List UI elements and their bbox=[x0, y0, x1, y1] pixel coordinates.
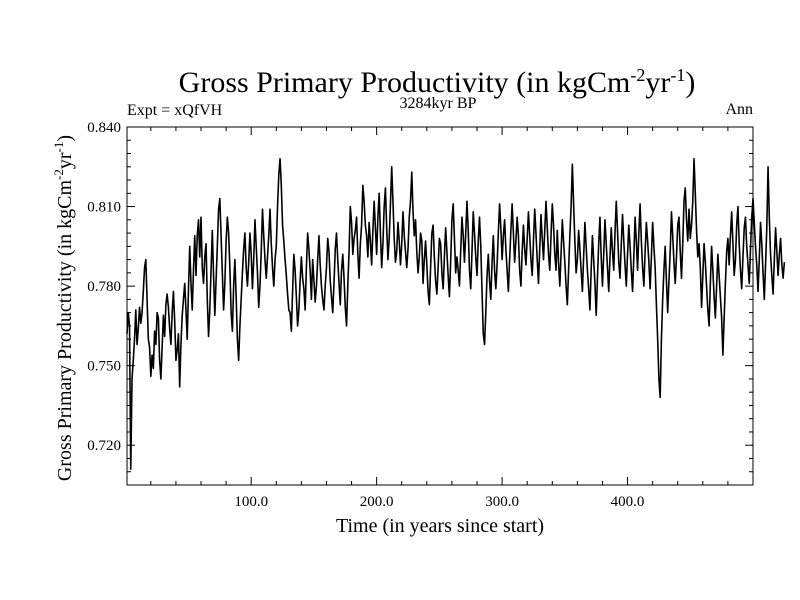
x-tick-label: 200.0 bbox=[360, 494, 394, 510]
experiment-label: Expt = xQfVH bbox=[127, 102, 223, 119]
x-tick-label: 400.0 bbox=[611, 494, 645, 510]
y-tick-label: 0.780 bbox=[87, 279, 121, 295]
axis-ticks bbox=[127, 126, 753, 486]
y-tick-label: 0.750 bbox=[87, 359, 121, 375]
axis-tick-labels: 0.720 0.750 0.780 0.810 0.840 100.0 200.0 300.0… bbox=[87, 120, 644, 510]
y-axis-label: Gross Primary Productivity (in kgCm-2yr-… bbox=[51, 135, 76, 481]
plot-frame bbox=[126, 126, 754, 486]
y-tick-label: 0.810 bbox=[87, 200, 121, 216]
x-axis-label: Time (in years since start) bbox=[336, 515, 544, 537]
series-group bbox=[126, 158, 786, 470]
y-tick-label: 0.840 bbox=[87, 120, 121, 136]
season-label: Ann bbox=[725, 101, 753, 118]
x-tick-label: 300.0 bbox=[485, 494, 519, 510]
x-tick-label: 100.0 bbox=[234, 494, 268, 510]
series-line bbox=[126, 158, 786, 470]
period-label: 3284kyr BP bbox=[400, 95, 477, 112]
chart-title: Gross Primary Productivity (in kgCm-2yr-… bbox=[179, 65, 696, 99]
y-tick-label: 0.720 bbox=[87, 438, 121, 454]
